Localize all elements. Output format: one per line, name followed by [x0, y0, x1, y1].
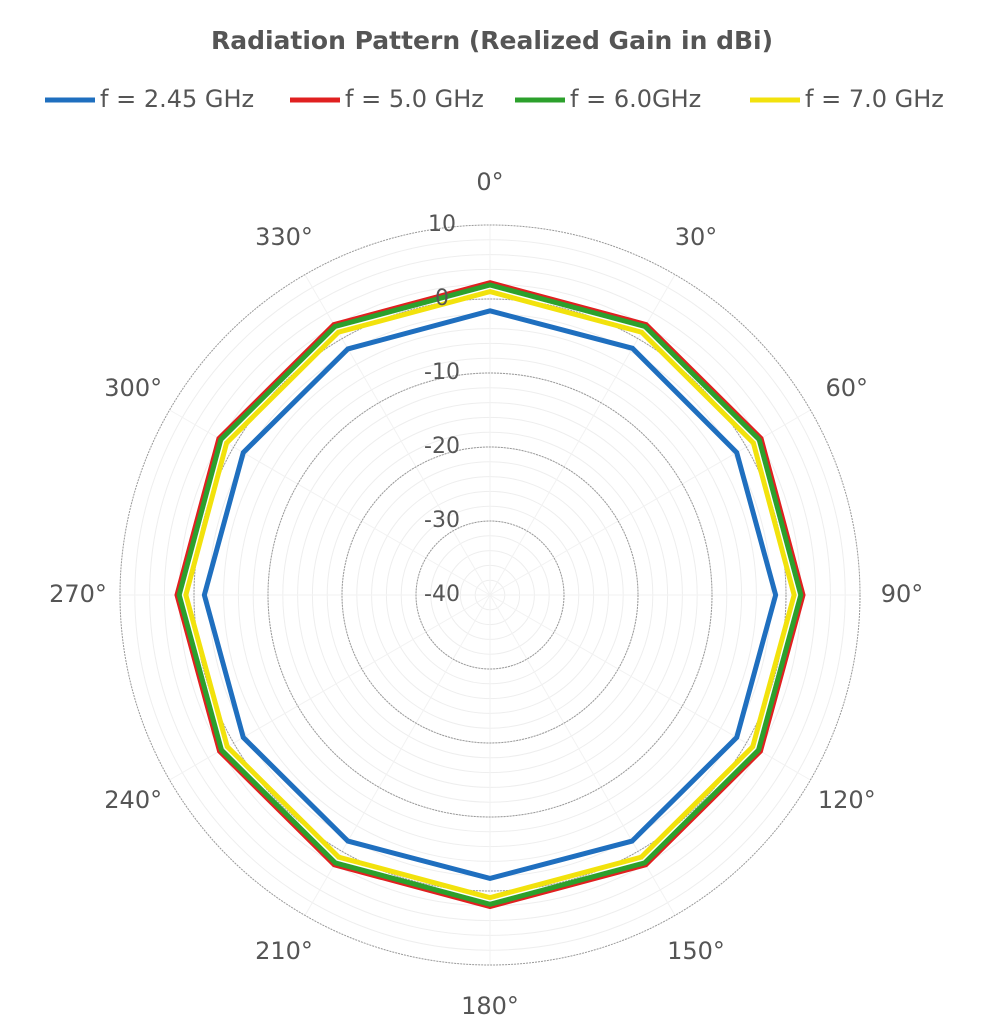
r-tick-label: 10: [428, 212, 456, 237]
theta-tick-label: 90°: [881, 580, 924, 608]
r-tick-label: -30: [424, 508, 460, 533]
r-tick-label: -10: [424, 360, 460, 385]
series-layer: [174, 280, 806, 910]
legend: f = 2.45 GHz f = 5.0 GHz f = 6.0GHz f = 7.0…: [45, 85, 944, 113]
legend-label: f = 7.0 GHz: [805, 85, 944, 113]
grid-ring: [119, 224, 861, 966]
theta-tick-label: 30°: [675, 223, 718, 251]
theta-tick-label: 330°: [255, 223, 313, 251]
theta-tick-label: 300°: [104, 374, 162, 402]
series-line: [201, 308, 779, 882]
legend-label: f = 2.45 GHz: [100, 85, 254, 113]
theta-tick-label: 0°: [476, 168, 503, 196]
legend-label: f = 5.0 GHz: [345, 85, 484, 113]
theta-tick-label: 120°: [818, 786, 876, 814]
r-tick-label: 0: [435, 286, 449, 311]
chart-title: Radiation Pattern (Realized Gain in dBi): [211, 26, 773, 55]
grid-ring: [415, 520, 565, 670]
grid-ring: [341, 446, 639, 744]
theta-tick-label: 60°: [826, 374, 869, 402]
series-line: [183, 289, 797, 901]
r-tick-label: -20: [424, 434, 460, 459]
grid-ring: [267, 372, 713, 818]
theta-tick-label: 210°: [255, 937, 313, 965]
labels: 0° 30° 60° 90° 120° 150° 180° 210° 240° 270° 300° 3…: [49, 168, 923, 1020]
grid: [119, 224, 861, 966]
theta-tick-label: 240°: [104, 786, 162, 814]
series-line: [176, 282, 804, 907]
grid-ring: [193, 298, 787, 892]
theta-tick-label: 180°: [461, 992, 519, 1020]
legend-label: f = 6.0GHz: [570, 85, 701, 113]
theta-tick-label: 270°: [49, 580, 107, 608]
theta-tick-label: 150°: [667, 937, 725, 965]
r-tick-label: -40: [424, 582, 460, 607]
